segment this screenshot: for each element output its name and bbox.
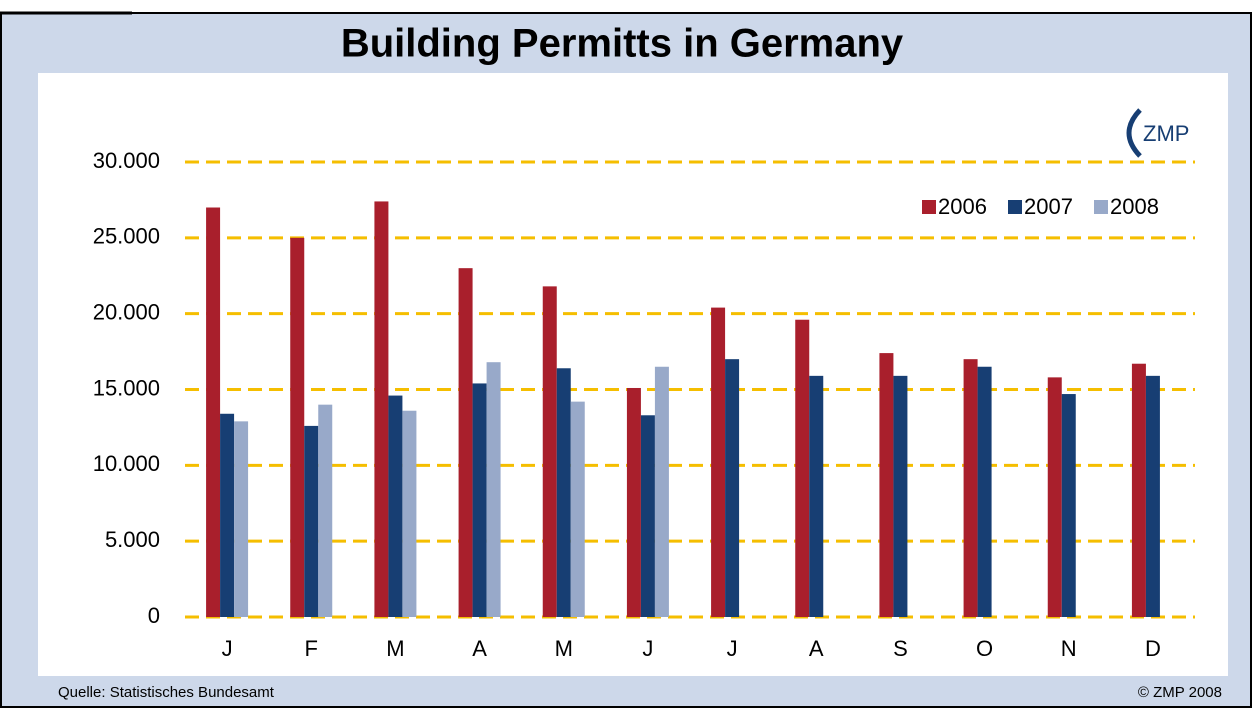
x-tick-label: M bbox=[386, 636, 404, 661]
x-tick-label: J bbox=[727, 636, 738, 661]
bar bbox=[388, 395, 403, 617]
logo-arc bbox=[1126, 108, 1142, 158]
y-tick-label: 25.000 bbox=[93, 224, 160, 249]
bar bbox=[711, 307, 726, 617]
bar bbox=[318, 404, 333, 617]
bar bbox=[374, 201, 389, 617]
x-tick-label: F bbox=[305, 636, 318, 661]
logo: ZMP bbox=[1143, 121, 1189, 146]
x-tick-label: S bbox=[893, 636, 908, 661]
bar bbox=[1131, 363, 1146, 617]
bar bbox=[290, 237, 305, 618]
bar bbox=[1145, 375, 1160, 617]
bar bbox=[725, 359, 740, 617]
x-tick-label: A bbox=[809, 636, 824, 661]
bar bbox=[542, 286, 557, 617]
bar bbox=[234, 421, 249, 617]
y-tick-label: 10.000 bbox=[93, 451, 160, 476]
x-tick-label: J bbox=[642, 636, 653, 661]
source: Quelle: Statistisches Bundesamt bbox=[58, 684, 275, 701]
bar bbox=[809, 375, 824, 617]
bar bbox=[458, 268, 473, 617]
x-tick-label: M bbox=[555, 636, 573, 661]
bar bbox=[220, 413, 235, 617]
bar bbox=[795, 319, 810, 617]
y-tick-label: 15.000 bbox=[93, 375, 160, 400]
bar bbox=[570, 401, 585, 617]
x-tick-label: J bbox=[222, 636, 233, 661]
y-tick-label: 20.000 bbox=[93, 299, 160, 324]
x-tick-label: A bbox=[472, 636, 487, 661]
legend-label: 2007 bbox=[1024, 194, 1073, 219]
bar bbox=[304, 425, 319, 617]
x-tick-label: D bbox=[1145, 636, 1161, 661]
bar bbox=[963, 359, 978, 617]
bar bbox=[893, 375, 908, 617]
bar bbox=[206, 207, 221, 617]
bar bbox=[486, 362, 501, 617]
x-tick-label: N bbox=[1061, 636, 1077, 661]
bar bbox=[1047, 377, 1062, 617]
copyright: © ZMP 2008 bbox=[1138, 684, 1222, 701]
x-tick-label: O bbox=[976, 636, 993, 661]
bar bbox=[977, 366, 992, 617]
bar bbox=[556, 368, 571, 617]
legend-label: 2008 bbox=[1110, 194, 1159, 219]
y-tick-label: 30.000 bbox=[93, 148, 160, 173]
bar bbox=[1061, 394, 1076, 617]
bar bbox=[654, 366, 669, 617]
y-tick-label: 5.000 bbox=[105, 527, 160, 552]
legend-label: 2006 bbox=[938, 194, 987, 219]
legend-swatch bbox=[922, 200, 936, 214]
bar bbox=[640, 415, 655, 617]
bar bbox=[626, 387, 641, 617]
legend-swatch bbox=[1094, 200, 1108, 214]
bar bbox=[402, 410, 417, 617]
bar bbox=[472, 383, 487, 617]
bar bbox=[879, 353, 894, 617]
y-tick-label: 0 bbox=[148, 603, 160, 628]
legend-swatch bbox=[1008, 200, 1022, 214]
chart-title: Building Permitts in Germany bbox=[341, 22, 904, 66]
